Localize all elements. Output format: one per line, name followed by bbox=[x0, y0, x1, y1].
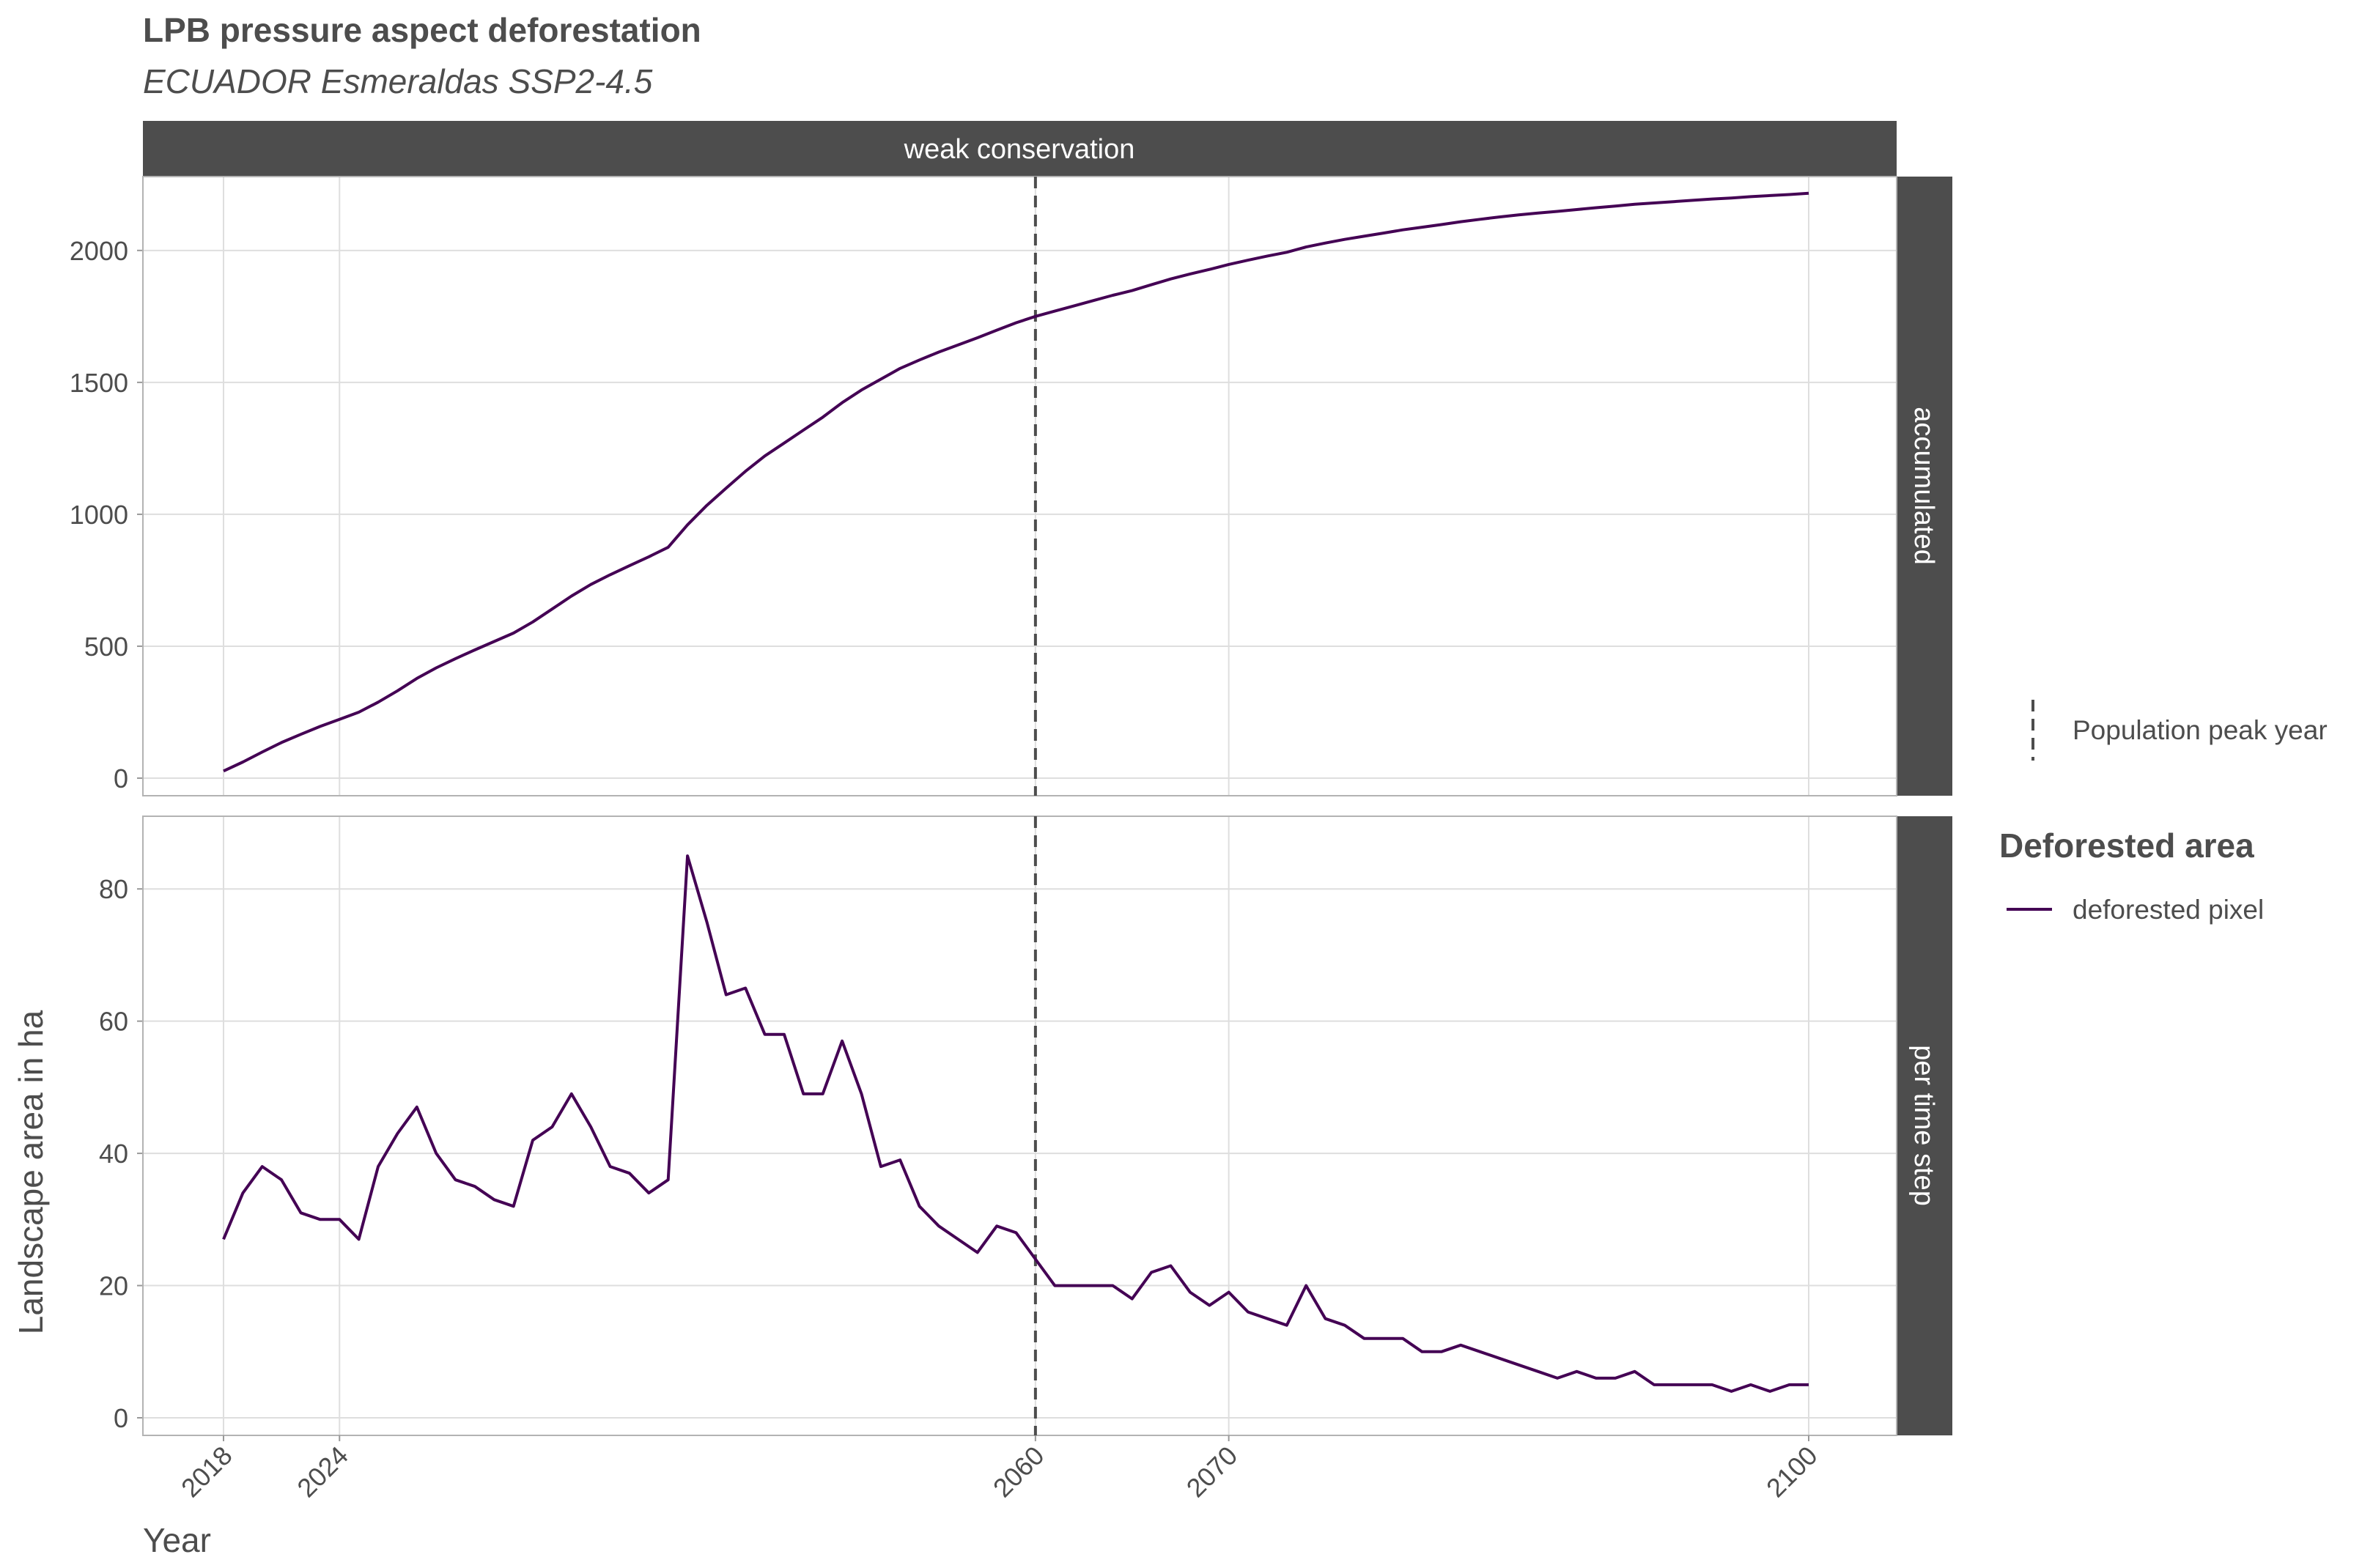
y-axis-title: Landscape area in ha bbox=[12, 1010, 50, 1334]
row-facet-label-accumulated: accumulated bbox=[1908, 407, 1939, 564]
y-tick-label: 2000 bbox=[70, 236, 128, 266]
y-tick-label: 60 bbox=[99, 1007, 128, 1037]
y-tick-label: 1500 bbox=[70, 368, 128, 398]
chart-subtitle: ECUADOR Esmeraldas SSP2-4.5 bbox=[143, 62, 653, 100]
x-tick-label: 2060 bbox=[987, 1441, 1050, 1504]
legend-peak-year-label: Population peak year bbox=[2073, 715, 2328, 745]
y-tick-label: 20 bbox=[99, 1271, 128, 1301]
y-tick-label: 500 bbox=[84, 632, 128, 662]
x-tick-label: 2024 bbox=[291, 1441, 354, 1504]
y-tick-label: 0 bbox=[114, 1403, 128, 1433]
y-tick-label: 0 bbox=[114, 763, 128, 794]
chart-title: LPB pressure aspect deforestation bbox=[143, 11, 701, 49]
x-axis-title: Year bbox=[143, 1521, 211, 1559]
series-line-deforested-pixel bbox=[222, 854, 1809, 1393]
y-tick-label: 80 bbox=[99, 874, 128, 904]
x-tick-label: 2070 bbox=[1181, 1441, 1244, 1504]
column-facet-strip bbox=[143, 121, 1897, 177]
x-tick-label: 2018 bbox=[175, 1441, 238, 1504]
x-tick-label: 2100 bbox=[1760, 1441, 1823, 1504]
column-facet-label: weak conservation bbox=[904, 134, 1135, 165]
panel-accumulated: 0 500 1000 1500 2000 bbox=[70, 176, 1897, 796]
row-facet-label-per-time-step: per time step bbox=[1908, 1045, 1939, 1206]
legend-series-label: deforested pixel bbox=[2073, 895, 2264, 925]
legend-title: Deforested area bbox=[1999, 826, 2254, 865]
row-facet-strip-per-time-step bbox=[1897, 816, 1952, 1435]
panel-border bbox=[142, 176, 1897, 796]
y-tick-label: 40 bbox=[99, 1139, 128, 1169]
panel-border bbox=[142, 816, 1897, 1436]
series-line-deforested-pixel bbox=[223, 191, 1809, 773]
y-tick-label: 1000 bbox=[70, 500, 128, 530]
panel-per-time-step: 0 20 40 60 80 bbox=[99, 816, 1897, 1436]
row-facet-strip-accumulated bbox=[1897, 177, 1952, 796]
x-axis: 2018 2024 2060 2070 2100 bbox=[175, 1435, 1823, 1503]
